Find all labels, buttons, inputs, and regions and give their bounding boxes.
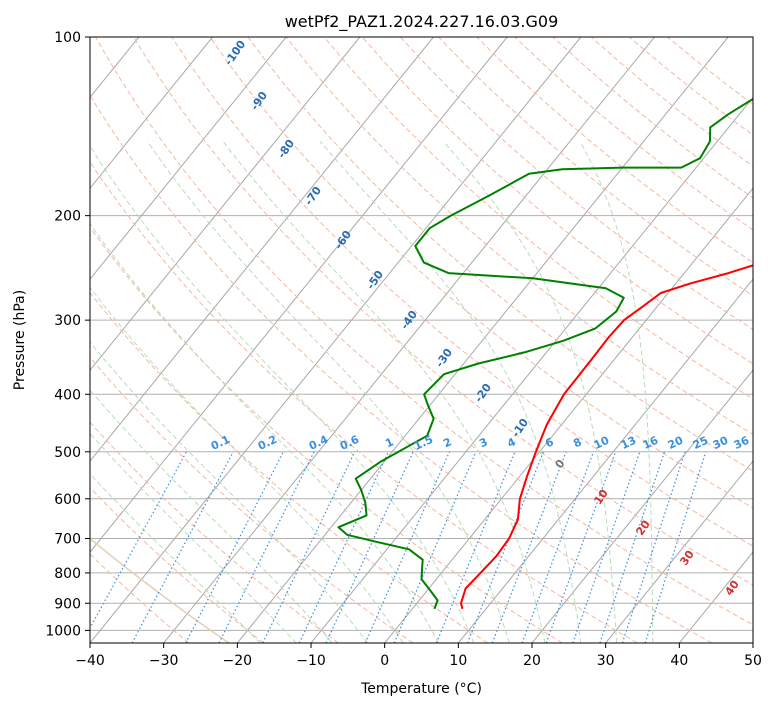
dry-adiabat — [90, 291, 488, 643]
mixing-ratio-line — [364, 451, 450, 643]
dry-adiabat — [90, 226, 563, 643]
mixing-ratio-label: 16 — [641, 434, 661, 452]
dry-adiabat — [209, 37, 753, 509]
dry-adiabat — [90, 553, 190, 643]
moist-adiabat — [443, 141, 618, 643]
isotherm-line — [163, 37, 655, 643]
isotherm-line — [90, 37, 287, 281]
mixing-ratio-label: 25 — [691, 434, 710, 452]
mixing-ratio-label: 13 — [619, 434, 638, 452]
y-tick-label: 800 — [54, 566, 81, 582]
y-tick-label: 100 — [54, 30, 81, 46]
moist-adiabat — [90, 341, 369, 643]
isotherm-line — [0, 37, 65, 643]
dry-adiabat — [90, 161, 638, 643]
dry-adiabat — [171, 37, 753, 547]
isotherm-line — [90, 37, 434, 462]
y-tick-label: 300 — [54, 313, 81, 329]
chart-title: wetPf2_PAZ1.2024.227.16.03.G09 — [285, 12, 559, 32]
mixing-ratio-line — [262, 451, 356, 643]
dry-adiabat — [133, 37, 753, 586]
x-tick-label: 50 — [744, 653, 762, 669]
dry-adiabat — [362, 37, 753, 365]
x-tick-label: −40 — [75, 653, 105, 669]
moist-adiabat — [90, 432, 297, 643]
plot-frame — [89, 36, 754, 644]
x-tick-label: 20 — [523, 653, 541, 669]
isotherm-line — [384, 187, 753, 643]
moist-adiabat — [222, 141, 546, 643]
isotherm-line — [605, 460, 753, 643]
y-tick-label: 400 — [54, 387, 81, 403]
x-tick-label: 0 — [380, 653, 389, 669]
temperature-profile-line — [460, 264, 753, 610]
moist-adiabat — [90, 145, 475, 643]
dry-adiabat — [247, 37, 753, 472]
moist-adiabat — [146, 141, 510, 643]
moist-adiabat — [90, 286, 404, 643]
mixing-ratio-label: 36 — [732, 434, 752, 452]
y-axis-label: Pressure (hPa) — [12, 290, 28, 390]
mixing-ratio-label: 30 — [711, 434, 731, 452]
x-tick-label: −10 — [296, 653, 326, 669]
mixing-ratio-line — [545, 451, 617, 643]
x-tick-label: 10 — [449, 653, 467, 669]
dry-adiabat — [323, 37, 753, 400]
axes: −40 −30 −20 −10 0 10 20 30 40 50 100 200 300 400 500 60… — [45, 30, 762, 669]
mixing-ratio-line — [298, 451, 389, 643]
y-tick-label: 200 — [54, 209, 81, 225]
x-tick-label: −20 — [223, 653, 253, 669]
isotherm-line — [236, 37, 729, 643]
plot-background — [90, 37, 753, 643]
isotherm-line — [457, 278, 753, 643]
x-axis-label: Temperature (°C) — [360, 681, 482, 697]
moist-adiabat — [319, 141, 582, 643]
y-tick-label: 1000 — [45, 623, 81, 639]
profile-series — [337, 98, 753, 610]
moist-adiabat — [579, 141, 654, 643]
dewpoint-profile-line — [337, 98, 753, 610]
mixing-ratio-line — [325, 451, 414, 643]
dry-adiabat — [90, 421, 339, 643]
isotherm-line — [90, 37, 508, 553]
mixing-ratio-line — [90, 451, 187, 630]
isotherm-line — [90, 37, 361, 371]
background-lines — [0, 37, 753, 643]
mixing-ratio-line — [131, 451, 234, 643]
moist-adiabat — [90, 222, 439, 643]
x-tick-label: 30 — [597, 653, 615, 669]
mixing-ratio-line — [435, 451, 516, 643]
moist-adiabat — [90, 389, 333, 643]
dry-adiabat — [95, 37, 753, 626]
mixing-ratio-line — [621, 451, 686, 643]
x-tick-label: −30 — [149, 653, 179, 669]
y-tick-label: 600 — [54, 492, 81, 508]
mixing-ratio-line — [644, 451, 707, 643]
dry-adiabat — [90, 94, 712, 643]
y-tick-label: 900 — [54, 596, 81, 612]
mixing-ratio-line — [393, 451, 477, 643]
moist-adiabat — [90, 473, 261, 643]
y-tick-label: 700 — [54, 532, 81, 548]
y-tick-label: 500 — [54, 445, 81, 461]
mixing-ratio-line — [572, 451, 641, 643]
x-tick-label: 40 — [670, 653, 688, 669]
reference-curve — [90, 537, 230, 643]
mixing-ratio-line — [599, 451, 666, 643]
isotherm-line — [90, 37, 213, 190]
isotherm-line — [531, 369, 753, 643]
mixing-ratio-label: 20 — [666, 434, 686, 452]
dry-adiabat — [90, 356, 414, 643]
mixing-ratio-label: 10 — [592, 434, 612, 452]
isotherm-line — [752, 642, 753, 643]
isotherm-line — [90, 37, 582, 643]
